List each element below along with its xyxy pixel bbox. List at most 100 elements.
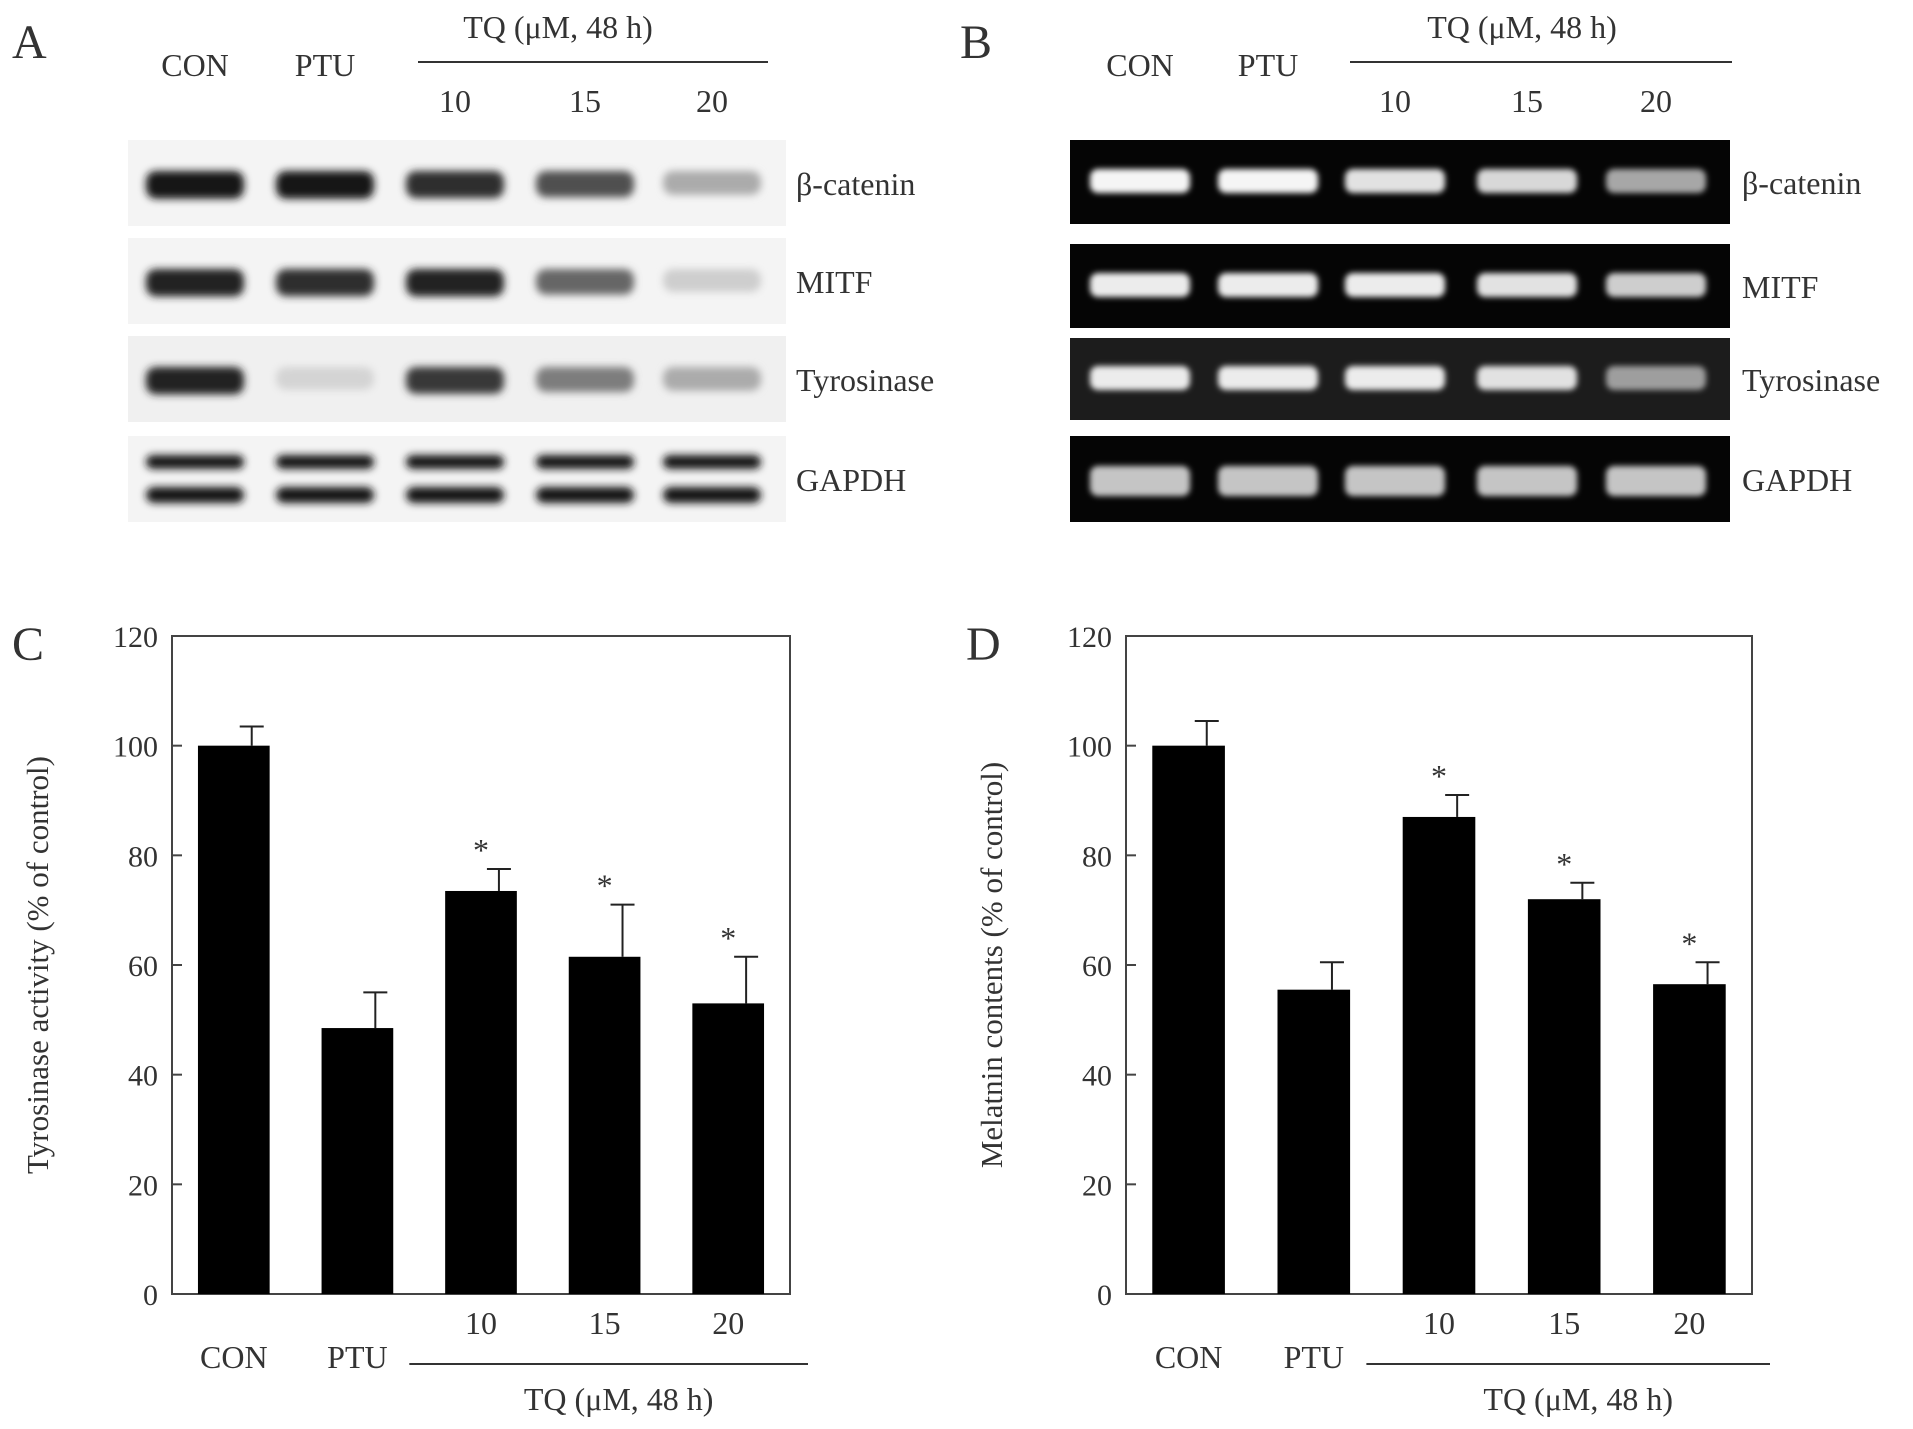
bar [1277,989,1351,1294]
gel-label: GAPDH [1742,462,1852,498]
gel-band [1477,366,1577,390]
gel-band [1477,466,1577,496]
blot-band [406,269,504,297]
x-tick-label: PTU [327,1339,387,1375]
gel-label: MITF [1742,269,1818,305]
panel-d-melanin-chart: D 0 20 40 60 80 100 120 Melatnin contents (% of… [966,618,1770,1417]
x-tick-label: CON [200,1339,268,1375]
y-tick-label: 20 [128,1169,158,1202]
bar [1152,745,1225,1294]
gel-band [1345,169,1445,193]
gel-band [1218,466,1318,496]
significance-marker: * [720,920,736,956]
y-tick-label: 60 [1082,950,1112,983]
gel-band [1606,273,1706,297]
bar [321,1028,394,1294]
blot-band [536,269,634,295]
gel-band [1477,169,1577,193]
blot-label: GAPDH [796,462,906,498]
gel-label: Tyrosinase [1742,362,1880,398]
x-tick-label: CON [1155,1339,1223,1375]
blot-band [146,487,244,503]
y-tick-label: 80 [1082,840,1112,873]
gel-strip: β-catenin [1070,140,1861,224]
group-label: TQ (μM, 48 h) [524,1381,714,1417]
bar [692,1003,765,1294]
x-tick-label: 15 [1548,1305,1580,1341]
blot-strip: β-catenin [128,140,915,226]
x-tick-label: 20 [1673,1305,1705,1341]
blot-band [406,171,504,199]
gel-band [1606,466,1706,496]
panel-letter-c: C [12,618,44,671]
blot-label: MITF [796,264,872,300]
blot-band [663,487,761,503]
gel-band [1090,366,1190,390]
gel-band [1345,366,1445,390]
blot-band [536,171,634,198]
significance-marker: * [1681,925,1697,961]
x-tick-label: 10 [465,1305,497,1341]
y-tick-label: 20 [1082,1169,1112,1202]
blot-band [146,367,244,395]
blot-band [663,269,761,292]
blot-band [663,367,761,391]
y-axis-label: Melatnin contents (% of control) [974,762,1009,1168]
blot-label: Tyrosinase [796,362,934,398]
panel-b-lane-label: 20 [1640,83,1672,119]
blot-band [663,455,761,469]
y-tick-label: 80 [128,840,158,873]
blot-band [146,455,244,469]
y-tick-label: 120 [1067,621,1112,654]
panel-a-lane-label: 20 [696,83,728,119]
panel-letter-d: D [966,618,1001,671]
panel-a-lane-label: CON [161,47,229,83]
gel-band [1345,466,1445,496]
gel-strip: GAPDH [1070,436,1852,522]
blot-band [406,455,504,469]
significance-marker: * [1556,846,1572,882]
gel-band [1090,169,1190,193]
gel-band [1218,273,1318,297]
blot-band [276,487,374,503]
panel-letter-b: B [960,16,992,69]
blot-band [146,171,244,199]
gel-band [1606,366,1706,390]
blot-band [536,367,634,392]
blot-band [276,367,374,390]
blot-band [406,487,504,503]
panel-b-lane-label: CON [1106,47,1174,83]
bar [197,745,270,1294]
blot-band [276,269,374,297]
blot-strip: Tyrosinase [128,336,934,422]
panel-b-lane-label: 15 [1511,83,1543,119]
gel-band [1345,273,1445,297]
x-tick-label: 15 [589,1305,621,1341]
gel-strip: MITF [1070,244,1818,328]
panel-letter-a: A [12,16,47,69]
panel-a-group-label: TQ (μM, 48 h) [463,9,653,45]
group-label: TQ (μM, 48 h) [1483,1381,1673,1417]
significance-marker: * [1431,758,1447,794]
blot-band [146,269,244,297]
gel-band [1090,273,1190,297]
y-tick-label: 100 [113,731,158,764]
blot-band [663,171,761,195]
significance-marker: * [597,868,613,904]
gel-band [1090,466,1190,496]
x-tick-label: PTU [1284,1339,1344,1375]
gel-band [1477,273,1577,297]
blot-band [276,455,374,469]
blot-band [406,367,504,394]
y-tick-label: 0 [1097,1279,1112,1312]
blot-strip: GAPDH [128,436,906,522]
x-tick-label: 10 [1423,1305,1455,1341]
gel-band [1606,169,1706,193]
y-tick-label: 120 [113,621,158,654]
y-tick-label: 60 [128,950,158,983]
panel-a-lane-label: PTU [295,47,355,83]
panel-b-lane-label: PTU [1238,47,1298,83]
panel-a-lane-label: 10 [439,83,471,119]
panel-b-group-label: TQ (μM, 48 h) [1427,9,1617,45]
x-tick-label: 20 [712,1305,744,1341]
